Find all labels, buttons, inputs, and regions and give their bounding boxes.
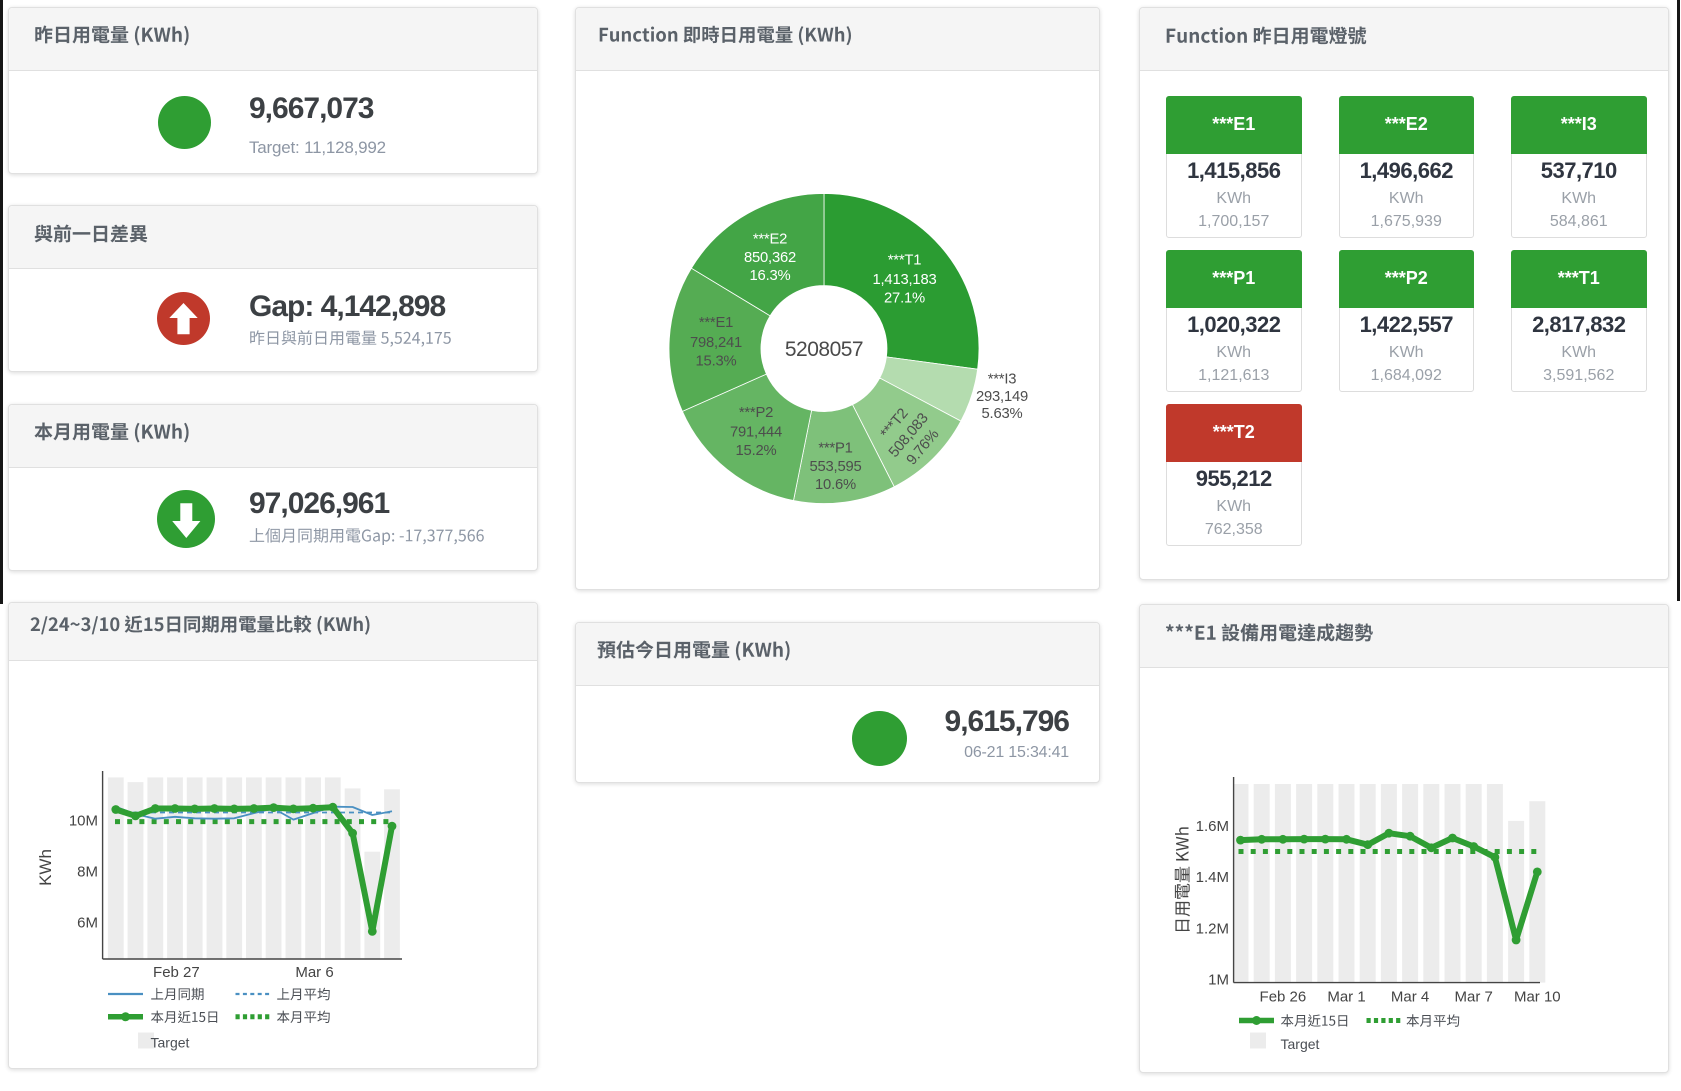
svg-text:Mar 6: Mar 6 [295,964,333,981]
svg-text:Mar 1: Mar 1 [1327,989,1365,1006]
svg-text:798,241: 798,241 [690,335,742,351]
svg-text:27.1%: 27.1% [884,290,925,306]
svg-text:Target: Target [151,1034,190,1050]
svg-text:5.63%: 5.63% [982,406,1023,422]
svg-text:553,595: 553,595 [809,459,861,475]
svg-text:6M: 6M [77,915,98,932]
svg-text:***P2: ***P2 [739,405,773,421]
svg-text:1M: 1M [1208,972,1229,989]
svg-text:8M: 8M [77,864,98,881]
svg-text:15.2%: 15.2% [736,443,777,459]
svg-text:***T1: ***T1 [888,252,922,268]
svg-text:***E2: ***E2 [753,231,787,247]
svg-text:KWh: KWh [36,849,55,886]
svg-text:***P1: ***P1 [818,440,852,456]
svg-text:293,149: 293,149 [976,389,1028,405]
svg-text:10M: 10M [69,813,98,830]
svg-text:15.3%: 15.3% [696,353,737,369]
svg-text:791,444: 791,444 [730,424,782,440]
svg-text:Mar 4: Mar 4 [1391,989,1429,1006]
svg-text:Feb 27: Feb 27 [153,964,200,981]
svg-text:***E1: ***E1 [699,315,733,331]
svg-text:Mar 7: Mar 7 [1455,989,1493,1006]
svg-text:1,413,183: 1,413,183 [872,272,936,288]
svg-text:Target: Target [1281,1036,1320,1052]
svg-text:5208057: 5208057 [785,338,863,361]
svg-text:10.6%: 10.6% [815,477,856,493]
svg-text:1.6M: 1.6M [1196,818,1229,835]
svg-text:1.4M: 1.4M [1196,869,1229,886]
svg-text:Feb 26: Feb 26 [1260,989,1307,1006]
svg-text:1.2M: 1.2M [1196,920,1229,937]
svg-text:***I3: ***I3 [988,371,1017,387]
svg-text:850,362: 850,362 [744,250,796,266]
svg-text:Mar 10: Mar 10 [1514,989,1561,1006]
svg-text:16.3%: 16.3% [750,268,791,284]
